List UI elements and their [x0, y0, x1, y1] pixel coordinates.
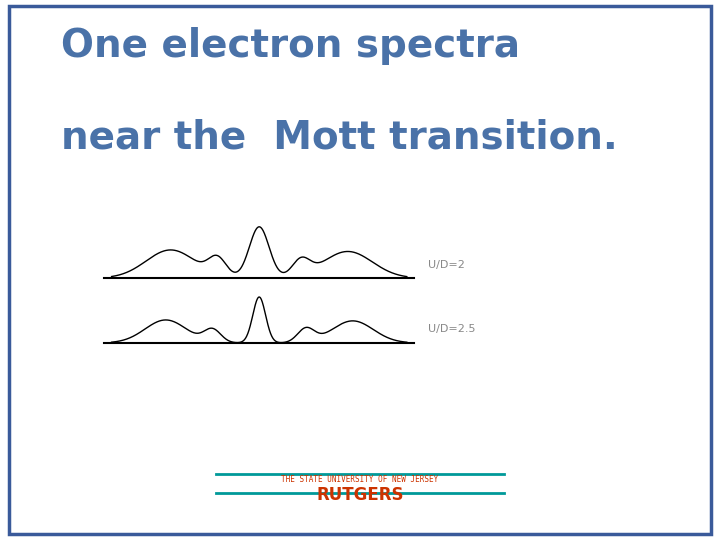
Text: THE STATE UNIVERSITY OF NEW JERSEY: THE STATE UNIVERSITY OF NEW JERSEY	[282, 475, 438, 484]
Text: One electron spectra: One electron spectra	[61, 27, 521, 65]
Text: U/D=2.5: U/D=2.5	[428, 324, 476, 334]
Text: U/D=2: U/D=2	[428, 260, 465, 271]
Text: RUTGERS: RUTGERS	[316, 486, 404, 504]
Text: near the  Mott transition.: near the Mott transition.	[61, 119, 618, 157]
